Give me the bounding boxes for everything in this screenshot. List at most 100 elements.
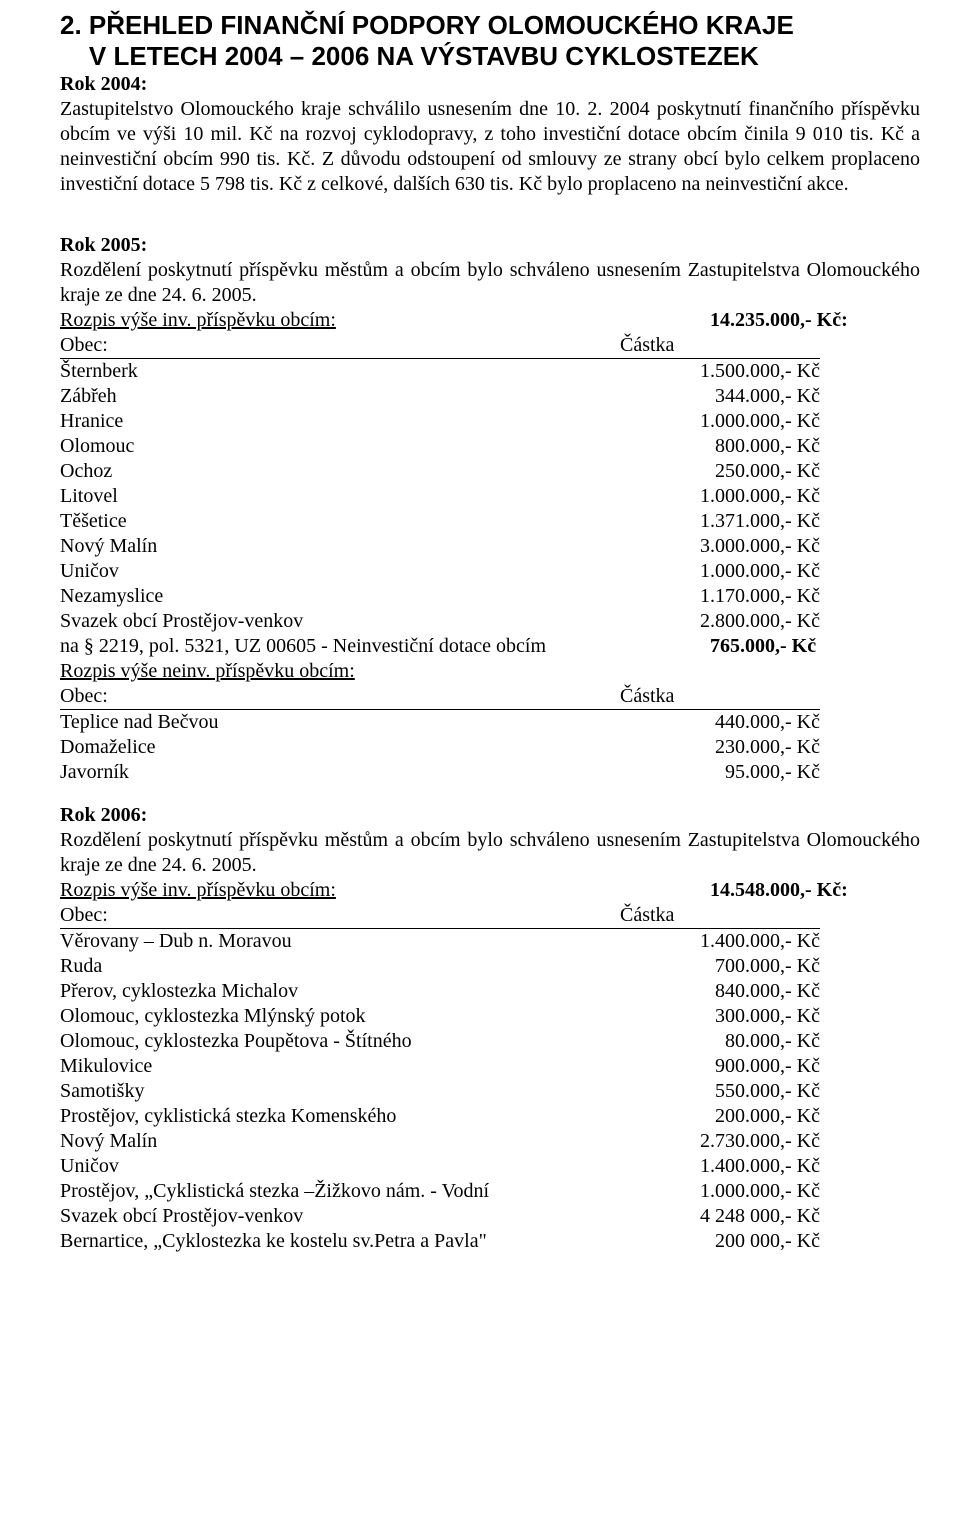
cell-obec: Bernartice, „Cyklostezka ke kostelu sv.P… bbox=[60, 1229, 620, 1254]
table-row: Nový Malín3.000.000,- Kč bbox=[60, 534, 920, 559]
rozpis-inv-label: Rozpis výše inv. příspěvku obcím: bbox=[60, 878, 710, 903]
neinv-line-label: na § 2219, pol. 5321, UZ 00605 - Neinves… bbox=[60, 634, 710, 659]
cell-castka: 550.000,- Kč bbox=[620, 1079, 820, 1104]
cell-castka: 300.000,- Kč bbox=[620, 1004, 820, 1029]
cell-obec: Nezamyslice bbox=[60, 584, 620, 609]
cell-castka: 440.000,- Kč bbox=[620, 710, 820, 735]
cell-obec: Olomouc, cyklostezka Mlýnský potok bbox=[60, 1004, 620, 1029]
cell-castka: 1.000.000,- Kč bbox=[620, 409, 820, 434]
cell-obec: Přerov, cyklostezka Michalov bbox=[60, 979, 620, 1004]
table-row: Olomouc, cyklostezka Poupětova - Štítnéh… bbox=[60, 1029, 920, 1054]
cell-obec: Zábřeh bbox=[60, 384, 620, 409]
cell-castka: 900.000,- Kč bbox=[620, 1054, 820, 1079]
table-row: Javorník95.000,- Kč bbox=[60, 760, 920, 785]
header-castka: Částka bbox=[620, 903, 820, 928]
table-row: Nezamyslice1.170.000,- Kč bbox=[60, 584, 920, 609]
cell-obec: Olomouc, cyklostezka Poupětova - Štítnéh… bbox=[60, 1029, 620, 1054]
heading-2005: Rok 2005: bbox=[60, 234, 147, 256]
cell-castka: 1.371.000,- Kč bbox=[620, 509, 820, 534]
rozpis-neinv-label: Rozpis výše neinv. příspěvku obcím: bbox=[60, 659, 920, 684]
cell-obec: Mikulovice bbox=[60, 1054, 620, 1079]
table-row: Olomouc, cyklostezka Mlýnský potok300.00… bbox=[60, 1004, 920, 1029]
cell-obec: Svazek obcí Prostějov-venkov bbox=[60, 1204, 620, 1229]
cell-obec: Hranice bbox=[60, 409, 620, 434]
title-line1: 2. PŘEHLED FINANČNÍ PODPORY OLOMOUCKÉHO … bbox=[60, 10, 794, 40]
cell-castka: 840.000,- Kč bbox=[620, 979, 820, 1004]
table-row: Zábřeh344.000,- Kč bbox=[60, 384, 920, 409]
cell-castka: 3.000.000,- Kč bbox=[620, 534, 820, 559]
cell-obec: Nový Malín bbox=[60, 534, 620, 559]
cell-obec: Javorník bbox=[60, 760, 620, 785]
table-row: Prostějov, cyklistická stezka Komenského… bbox=[60, 1104, 920, 1129]
table-row: Ochoz250.000,- Kč bbox=[60, 459, 920, 484]
cell-castka: 4 248 000,- Kč bbox=[620, 1204, 820, 1229]
table-header-2005-neinv: Obec: Částka bbox=[60, 684, 920, 709]
cell-obec: Svazek obcí Prostějov-venkov bbox=[60, 609, 620, 634]
cell-castka: 250.000,- Kč bbox=[620, 459, 820, 484]
header-castka: Částka bbox=[620, 333, 820, 358]
cell-obec: Olomouc bbox=[60, 434, 620, 459]
rows-2006-inv: Věrovany – Dub n. Moravou1.400.000,- KčR… bbox=[60, 929, 920, 1254]
table-row: Nový Malín2.730.000,- Kč bbox=[60, 1129, 920, 1154]
rozpis-inv-total: 14.548.000,- Kč: bbox=[710, 878, 910, 903]
rozpis-inv-2005: Rozpis výše inv. příspěvku obcím: 14.235… bbox=[60, 308, 920, 333]
cell-castka: 1.400.000,- Kč bbox=[620, 1154, 820, 1179]
intro-2006: Rozdělení poskytnutí příspěvku městům a … bbox=[60, 828, 920, 878]
cell-castka: 344.000,- Kč bbox=[620, 384, 820, 409]
cell-obec: Litovel bbox=[60, 484, 620, 509]
cell-obec: Věrovany – Dub n. Moravou bbox=[60, 929, 620, 954]
rows-2005-neinv: Teplice nad Bečvou440.000,- KčDomaželice… bbox=[60, 710, 920, 785]
cell-obec: Nový Malín bbox=[60, 1129, 620, 1154]
rozpis-inv-total: 14.235.000,- Kč: bbox=[710, 308, 910, 333]
cell-castka: 1.170.000,- Kč bbox=[620, 584, 820, 609]
cell-castka: 95.000,- Kč bbox=[620, 760, 820, 785]
table-row: Těšetice1.371.000,- Kč bbox=[60, 509, 920, 534]
cell-castka: 200 000,- Kč bbox=[620, 1229, 820, 1254]
cell-castka: 2.730.000,- Kč bbox=[620, 1129, 820, 1154]
header-obec: Obec: bbox=[60, 903, 620, 928]
cell-castka: 700.000,- Kč bbox=[620, 954, 820, 979]
header-obec: Obec: bbox=[60, 684, 620, 709]
table-row: Bernartice, „Cyklostezka ke kostelu sv.P… bbox=[60, 1229, 920, 1254]
cell-castka: 2.800.000,- Kč bbox=[620, 609, 820, 634]
cell-obec: Samotišky bbox=[60, 1079, 620, 1104]
heading-2004: Rok 2004: bbox=[60, 73, 147, 95]
cell-obec: Uničov bbox=[60, 1154, 620, 1179]
cell-castka: 1.400.000,- Kč bbox=[620, 929, 820, 954]
cell-obec: Těšetice bbox=[60, 509, 620, 534]
table-row: Svazek obcí Prostějov-venkov2.800.000,- … bbox=[60, 609, 920, 634]
cell-castka: 80.000,- Kč bbox=[620, 1029, 820, 1054]
cell-obec: Teplice nad Bečvou bbox=[60, 710, 620, 735]
cell-castka: 1.000.000,- Kč bbox=[620, 484, 820, 509]
cell-castka: 1.000.000,- Kč bbox=[620, 1179, 820, 1204]
cell-obec: Ruda bbox=[60, 954, 620, 979]
table-row: Ruda700.000,- Kč bbox=[60, 954, 920, 979]
table-row: Samotišky550.000,- Kč bbox=[60, 1079, 920, 1104]
cell-castka: 1.000.000,- Kč bbox=[620, 559, 820, 584]
text-2004: Zastupitelstvo Olomouckého kraje schváli… bbox=[60, 97, 920, 197]
table-row: Věrovany – Dub n. Moravou1.400.000,- Kč bbox=[60, 929, 920, 954]
header-obec: Obec: bbox=[60, 333, 620, 358]
cell-obec: Prostějov, cyklistická stezka Komenského bbox=[60, 1104, 620, 1129]
table-header-2005-inv: Obec: Částka bbox=[60, 333, 920, 358]
cell-obec: Uničov bbox=[60, 559, 620, 584]
table-row: Prostějov, „Cyklistická stezka –Žižkovo … bbox=[60, 1179, 920, 1204]
heading-2006: Rok 2006: bbox=[60, 804, 147, 826]
section-2004: Rok 2004: Zastupitelstvo Olomouckého kra… bbox=[60, 72, 920, 197]
cell-obec: Domaželice bbox=[60, 735, 620, 760]
table-row: Uničov1.400.000,- Kč bbox=[60, 1154, 920, 1179]
table-header-2006: Obec: Částka bbox=[60, 903, 920, 928]
header-castka: Částka bbox=[620, 684, 820, 709]
rozpis-inv-label: Rozpis výše inv. příspěvku obcím: bbox=[60, 308, 710, 333]
cell-castka: 1.500.000,- Kč bbox=[620, 359, 820, 384]
cell-castka: 230.000,- Kč bbox=[620, 735, 820, 760]
title-line2: V LETECH 2004 – 2006 NA VÝSTAVBU CYKLOST… bbox=[89, 41, 759, 71]
neinv-line-total: 765.000,- Kč bbox=[710, 634, 910, 659]
cell-castka: 200.000,- Kč bbox=[620, 1104, 820, 1129]
table-row: Olomouc800.000,- Kč bbox=[60, 434, 920, 459]
neinv-summary-line: na § 2219, pol. 5321, UZ 00605 - Neinves… bbox=[60, 634, 920, 659]
table-row: Litovel1.000.000,- Kč bbox=[60, 484, 920, 509]
table-row: Domaželice230.000,- Kč bbox=[60, 735, 920, 760]
cell-castka: 800.000,- Kč bbox=[620, 434, 820, 459]
cell-obec: Ochoz bbox=[60, 459, 620, 484]
